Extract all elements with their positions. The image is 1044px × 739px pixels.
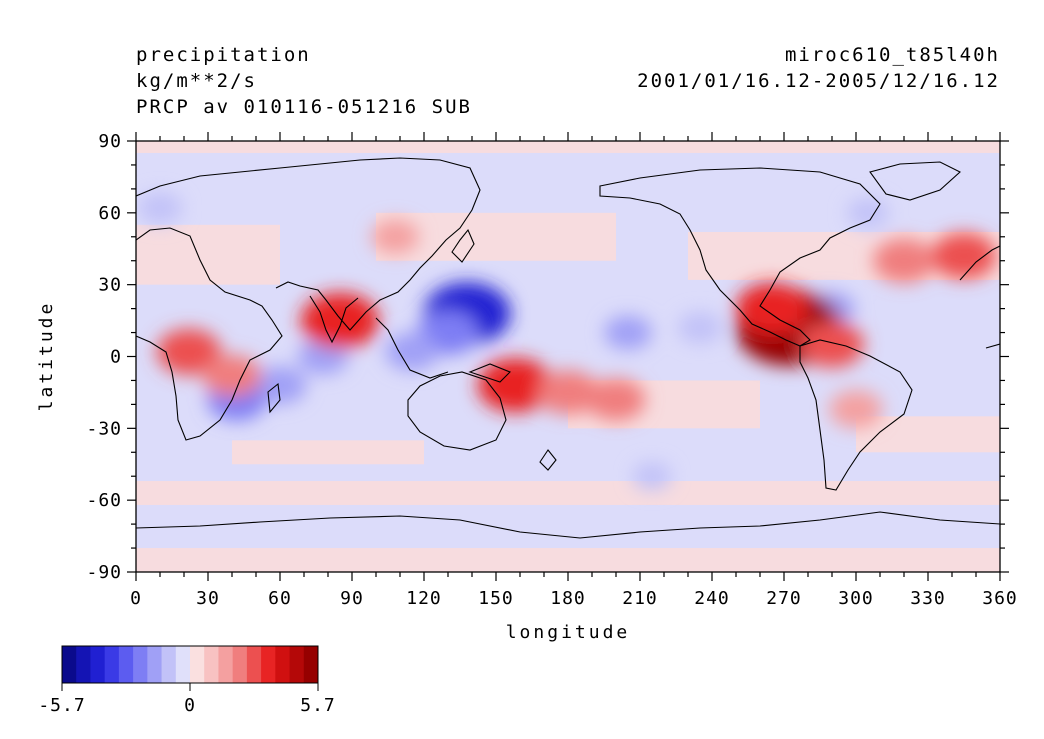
coastline-india — [309, 295, 359, 344]
colorbar-tick-label: -5.7 — [38, 695, 85, 716]
anomaly-patch — [873, 238, 935, 283]
colorbar-swatch — [204, 646, 219, 683]
anomaly-patch — [931, 232, 997, 279]
coastlines — [136, 157, 1000, 539]
anomaly-patch — [253, 366, 307, 405]
variable-description: PRCP av 010116-051216 SUB — [136, 96, 472, 118]
colorbar-swatch — [147, 646, 163, 683]
anomaly-patch — [604, 315, 652, 350]
y-tick-label: -30 — [86, 418, 122, 439]
x-tick-label: 150 — [478, 588, 514, 609]
coastline-australia — [407, 371, 507, 451]
anomaly-patch — [156, 328, 221, 375]
model-name: miroc610_t85l40h — [784, 44, 1000, 66]
anomaly-patch — [137, 192, 183, 225]
x-tick-label: 180 — [550, 588, 586, 609]
colorbar-swatch — [76, 646, 91, 683]
anomaly-patch — [677, 311, 723, 344]
y-tick-label: 90 — [98, 131, 122, 152]
coastline-asia — [136, 157, 481, 331]
x-tick-label: 210 — [622, 588, 658, 609]
anomaly-patch — [385, 332, 439, 371]
coastline-europe-east — [959, 245, 1000, 281]
coastline-greenland — [869, 161, 961, 201]
coastline-madagascar — [267, 382, 281, 414]
x-axis-label: longitude — [506, 622, 631, 643]
x-tick-label: 90 — [340, 588, 364, 609]
x-tick-label: 0 — [130, 588, 142, 609]
background-band — [136, 548, 1000, 572]
anomaly-patch — [371, 219, 420, 254]
colorbar-swatch — [303, 646, 319, 683]
background-band — [232, 440, 424, 465]
x-tick-label: 30 — [196, 588, 220, 609]
colorbar-swatch — [261, 646, 276, 683]
colorbar-swatch — [161, 646, 177, 683]
background-band — [136, 141, 1000, 153]
colorbar-swatch — [175, 646, 191, 683]
y-tick-label: 0 — [110, 347, 122, 368]
colorbar-swatch — [62, 646, 77, 683]
variable-name: precipitation — [136, 44, 311, 66]
colorbar-tick-label: 0 — [184, 695, 196, 716]
anomaly-patch — [477, 358, 553, 413]
colorbar-swatch — [133, 646, 148, 683]
coastline-africa-east — [985, 343, 1000, 349]
anomaly-patch — [735, 282, 809, 335]
coastline-south-america — [799, 339, 913, 491]
coastline-indonesia — [375, 317, 449, 379]
coastline-new-guinea — [468, 363, 511, 383]
anomaly-patch — [799, 321, 865, 368]
colorbar-tick-label: 5.7 — [300, 695, 336, 716]
variable-units: kg/m**2/s — [136, 70, 257, 92]
anomaly-patch — [537, 370, 599, 415]
anomaly-patch — [300, 292, 380, 349]
colorbar-swatch — [275, 646, 291, 683]
x-tick-label: 300 — [838, 588, 874, 609]
coastline-antarctica — [136, 511, 1000, 539]
coastline-new-zealand — [539, 449, 557, 471]
time-range: 2001/01/16.12-2005/12/16.12 — [637, 70, 1000, 92]
axis-ticks — [127, 132, 1009, 581]
colorbar-swatch — [90, 646, 106, 683]
coastline-africa — [136, 227, 283, 441]
y-tick-label: 30 — [98, 275, 122, 296]
colorbar-swatch — [289, 646, 305, 683]
colorbar-swatch — [118, 646, 134, 683]
anomaly-patch — [632, 462, 672, 491]
colorbar-swatch — [104, 646, 120, 683]
axis-tick-labels: 0 30 60 90 120 150 180 210 240 270 300 330 360906030… — [86, 131, 1018, 609]
colorbar-swatch — [190, 646, 205, 683]
y-tick-label: 60 — [98, 203, 122, 224]
colorbar-swatch — [246, 646, 262, 683]
colorbar-swatch — [218, 646, 234, 683]
x-tick-label: 360 — [982, 588, 1018, 609]
background-band — [856, 416, 1000, 453]
y-axis-label: latitude — [36, 301, 57, 412]
background-band — [136, 481, 1000, 505]
anomaly-patch — [847, 197, 889, 228]
colorbar — [61, 645, 319, 691]
x-tick-label: 60 — [268, 588, 292, 609]
x-tick-label: 240 — [694, 588, 730, 609]
colorbar-labels: -5.7 0 5.7 — [38, 695, 336, 716]
colorbar-swatch — [232, 646, 248, 683]
y-tick-label: -60 — [86, 490, 122, 511]
anomaly-patch — [586, 378, 646, 421]
x-tick-label: 330 — [910, 588, 946, 609]
x-tick-label: 120 — [406, 588, 442, 609]
map-field — [136, 141, 1000, 572]
coastline-japan — [451, 228, 475, 263]
coastline-north-america — [599, 167, 881, 347]
anomaly-patch — [829, 390, 883, 429]
anomaly-field — [137, 192, 997, 491]
anomaly-patch — [202, 354, 262, 397]
y-tick-label: -90 — [86, 562, 122, 583]
x-tick-label: 270 — [766, 588, 802, 609]
background-band — [136, 224, 280, 285]
